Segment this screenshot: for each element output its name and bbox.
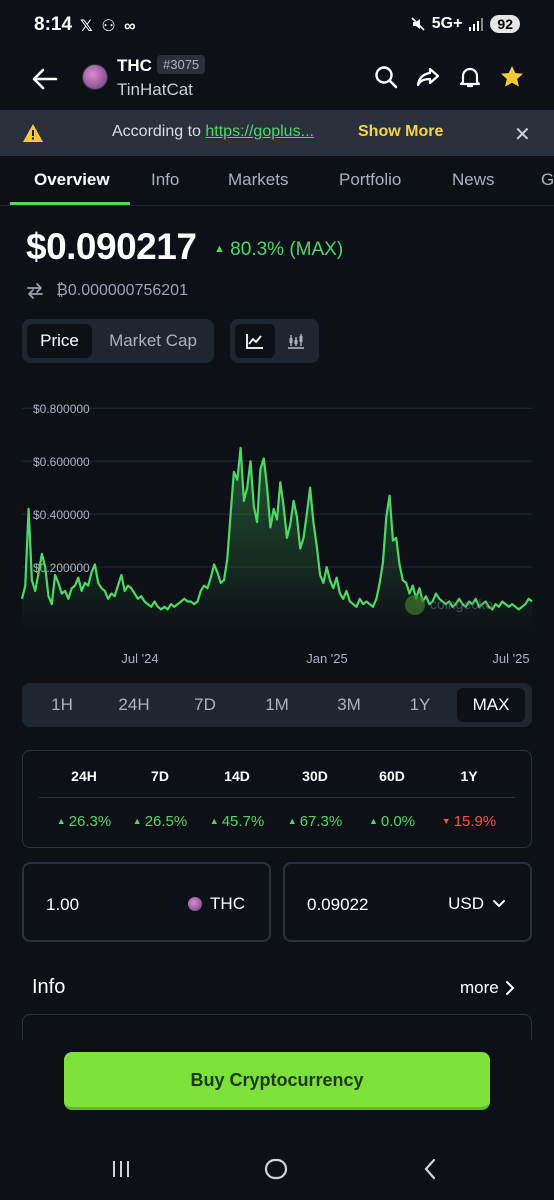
fiat-amount[interactable]: 0.09022 (307, 895, 369, 914)
line-chart-button[interactable] (235, 324, 275, 358)
time-range-selector: 1H 24H 7D 1M 3M 1Y MAX (22, 683, 532, 727)
coin-amount[interactable]: 1.00 (46, 895, 80, 914)
market-cap-toggle[interactable]: Market Cap (109, 331, 197, 350)
btc-price: ₿0.000000756201 (56, 282, 188, 299)
perf-header: 24H (71, 768, 97, 784)
performance-table: 24H 7D 14D 30D 60D 1Y ▲ 26.3% ▲ 26.5% ▲ 45.… (22, 750, 532, 848)
tab-overview[interactable]: Overview (34, 170, 110, 189)
range-24h[interactable]: 24H (118, 695, 150, 714)
status-bar: 8:14 𝕏 ⚇ ∞ 5G+ 92 (0, 0, 554, 50)
perf-divider (39, 797, 515, 798)
fiat-currency-select[interactable]: USD (448, 894, 506, 914)
price-line (20, 446, 533, 611)
swap-icon[interactable] (26, 282, 44, 300)
info-more-link[interactable]: more (460, 978, 515, 998)
fiat-amount-input[interactable]: 0.09022 USD (283, 862, 532, 942)
range-1m[interactable]: 1M (265, 695, 289, 714)
tab-markets[interactable]: Markets (228, 170, 289, 189)
status-right: 5G+ 92 (410, 15, 520, 33)
perf-header: 60D (379, 768, 405, 784)
line-chart-icon (246, 334, 263, 349)
goplus-link[interactable]: https://goplus... (205, 123, 314, 140)
price-marketcap-toggle: Price Market Cap (22, 319, 214, 363)
range-3m[interactable]: 3M (337, 695, 361, 714)
candle-chart-button[interactable] (276, 324, 316, 358)
home-icon[interactable] (264, 1158, 288, 1180)
up-triangle-icon: ▲ (214, 243, 225, 255)
price-area-fill (22, 447, 532, 630)
watermark-text: coingecko (430, 596, 493, 612)
perf-value: ▼ 15.9% (441, 813, 497, 830)
perf-value: ▲ 26.5% (132, 813, 188, 830)
show-more-button[interactable]: Show More (358, 123, 444, 140)
btc-price-row: ₿0.000000756201 (26, 282, 188, 300)
battery-indicator: 92 (490, 15, 520, 33)
current-price: $0.090217 (26, 226, 197, 267)
buy-bar: Buy Cryptocurrency (0, 1040, 554, 1140)
x-tick-label: Jan '25 (306, 651, 348, 666)
range-7d[interactable]: 7D (194, 695, 216, 714)
perf-value: ▲ 67.3% (287, 813, 343, 830)
coingecko-logo-icon (405, 595, 425, 615)
network-label: 5G+ (431, 15, 463, 32)
candlestick-icon (288, 334, 304, 349)
search-icon[interactable] (373, 64, 399, 90)
y-tick-label: $0.600000 (33, 455, 90, 469)
section-tabs: Overview Info Markets Portfolio News G (0, 156, 554, 206)
price-change: ▲ 80.3% (MAX) (214, 239, 344, 260)
x-tick-label: Jul '24 (121, 651, 158, 666)
y-tick-label: $0.400000 (33, 508, 90, 522)
perf-header: 30D (302, 768, 328, 784)
notification-icons: 𝕏 ⚇ ∞ (80, 18, 138, 35)
buy-crypto-button[interactable]: Buy Cryptocurrency (64, 1052, 490, 1110)
mute-icon (411, 17, 425, 31)
range-max[interactable]: MAX (457, 688, 525, 722)
coin-logo (82, 64, 108, 90)
price-toggle[interactable]: Price (27, 324, 92, 358)
perf-value: ▲ 26.3% (56, 813, 112, 830)
perf-header: 7D (151, 768, 169, 784)
tab-portfolio[interactable]: Portfolio (339, 170, 402, 189)
coin-amount-input[interactable]: 1.00 THC (22, 862, 271, 942)
recent-apps-icon[interactable] (110, 1158, 132, 1180)
range-1h[interactable]: 1H (51, 695, 73, 714)
coin-symbol: THC (117, 56, 152, 75)
y-tick-label: $0.800000 (33, 402, 90, 416)
tab-news[interactable]: News (452, 170, 495, 189)
range-1y[interactable]: 1Y (409, 695, 431, 714)
x-tick-label: Jul '25 (492, 651, 529, 666)
chart-type-toggle (230, 319, 319, 363)
security-banner: According to https://goplus... Show More… (0, 110, 554, 156)
info-card (22, 1014, 532, 1044)
share-icon[interactable] (415, 64, 441, 90)
info-heading: Info (32, 976, 66, 998)
perf-header: 1Y (460, 768, 478, 784)
star-icon[interactable] (499, 64, 525, 90)
banner-text: According to https://goplus... (112, 123, 314, 140)
signal-icon (469, 18, 484, 31)
price-chart[interactable]: $0.800000 $0.600000 $0.400000 $0.200000 coin… (0, 395, 554, 670)
y-tick-label: $0.200000 (33, 561, 90, 575)
coin-header: THC #3075 TinHatCat (0, 50, 554, 110)
warning-icon (23, 124, 43, 142)
perf-value: ▲ 45.7% (209, 813, 265, 830)
tab-more[interactable]: G (541, 170, 554, 189)
coin-mini-logo (188, 897, 203, 911)
perf-header: 14D (224, 768, 250, 784)
chevron-right-icon (505, 981, 515, 995)
bell-icon[interactable] (457, 64, 483, 90)
system-nav-bar (0, 1140, 554, 1200)
perf-value: ▲ 0.0% (368, 813, 416, 830)
back-nav-icon[interactable] (422, 1158, 438, 1180)
back-arrow-icon[interactable] (28, 62, 62, 96)
tab-info[interactable]: Info (151, 170, 180, 189)
active-tab-indicator (10, 202, 130, 205)
close-icon[interactable]: ✕ (514, 124, 531, 146)
chevron-down-icon (493, 900, 505, 908)
coin-currency: THC (188, 894, 245, 914)
rank-badge: #3075 (157, 55, 206, 74)
coin-name: TinHatCat (117, 80, 193, 99)
status-time: 8:14 (34, 14, 73, 35)
